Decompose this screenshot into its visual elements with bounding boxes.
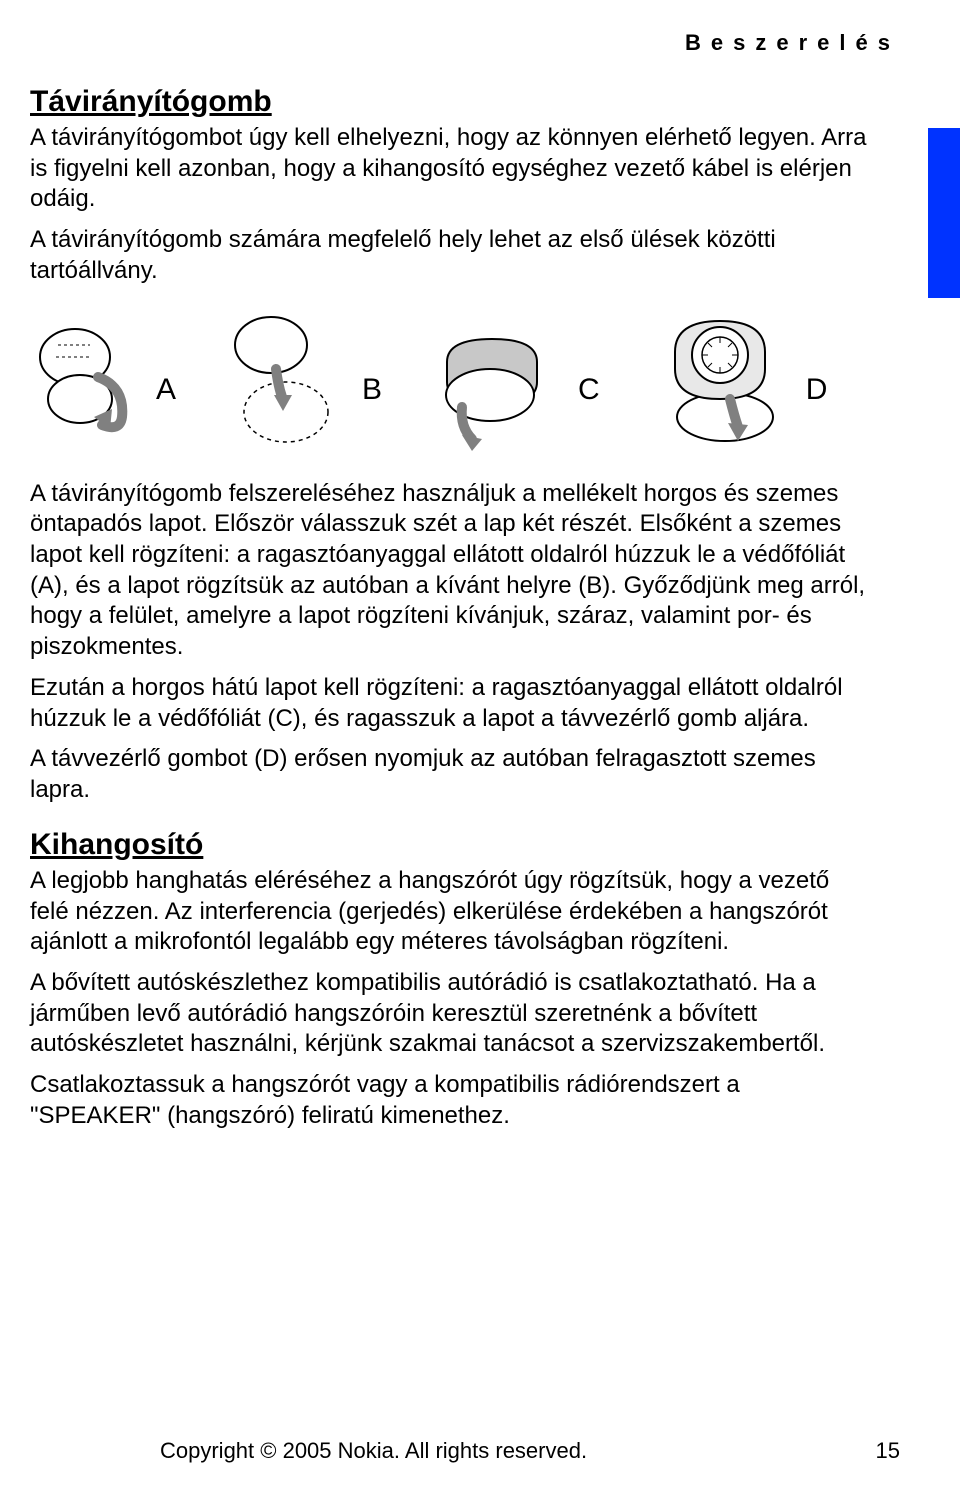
diagram-c-svg [422,327,572,457]
paragraph: A távirányítógombot úgy kell elhelyezni,… [30,123,870,215]
heading-speaker: Kihangosító [30,828,870,862]
diagram-step-c: C [422,327,600,457]
diagram-label-a: A [156,373,176,407]
diagram-b-svg [216,307,356,457]
section-header-label: Beszerelés [685,30,900,56]
paragraph: Csatlakoztassuk a hangszórót vagy a komp… [30,1070,870,1131]
heading-remote-button: Távirányítógomb [30,85,870,119]
diagram-step-d: D [640,307,828,457]
paragraph: A távirányítógomb számára megfelelő hely… [30,225,870,286]
footer-copyright: Copyright © 2005 Nokia. All rights reser… [160,1438,587,1464]
diagram-step-b: B [216,307,382,457]
diagram-label-d: D [806,373,828,407]
installation-diagram: A B C [30,297,870,457]
paragraph: A bővített autóskészlethez kompatibilis … [30,968,870,1060]
paragraph: Ezután a horgos hátú lapot kell rögzíten… [30,673,870,734]
diagram-a-svg [30,317,150,457]
side-blue-tab [928,128,960,298]
paragraph: A legjobb hanghatás eléréséhez a hangszó… [30,866,870,958]
paragraph: A távvezérlő gombot (D) erősen nyomjuk a… [30,744,870,805]
diagram-step-a: A [30,317,176,457]
footer-page-number: 15 [876,1438,900,1464]
diagram-label-b: B [362,373,382,407]
page-footer: Copyright © 2005 Nokia. All rights reser… [30,1438,900,1464]
diagram-label-c: C [578,373,600,407]
diagram-d-svg [640,307,800,457]
paragraph: A távirányítógomb felszereléséhez haszná… [30,479,870,663]
